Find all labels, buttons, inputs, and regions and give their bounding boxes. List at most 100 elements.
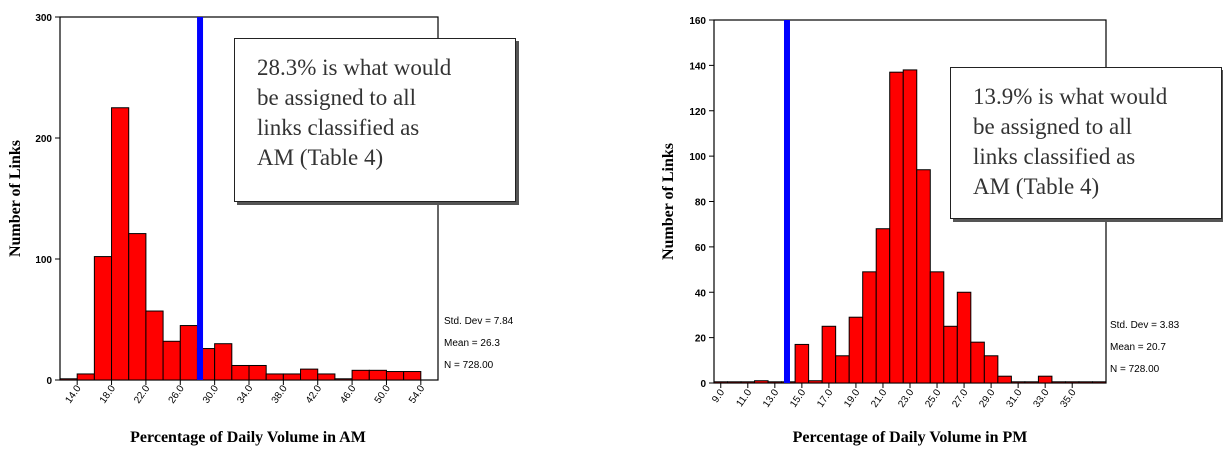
x-tick-label: 18.0 xyxy=(98,383,118,406)
y-tick-label: 160 xyxy=(689,16,706,27)
histogram-bar xyxy=(1037,375,1053,384)
histogram-bar xyxy=(929,271,945,384)
histogram-bar xyxy=(317,373,336,381)
histogram-bar xyxy=(727,381,742,384)
histogram-bar xyxy=(128,233,147,381)
x-tick-label: 54.0 xyxy=(407,383,427,406)
y-tick-label: 40 xyxy=(695,288,707,299)
histogram-bar xyxy=(403,371,422,381)
histogram-bar xyxy=(1064,381,1080,384)
histogram-bar xyxy=(740,381,756,384)
histogram-bar xyxy=(835,355,850,384)
annotation-line: be assigned to all xyxy=(257,85,417,110)
x-tick-label: 23.0 xyxy=(896,387,916,410)
y-tick-label: 300 xyxy=(35,13,52,24)
annotation-box-pm: 13.9% is what would be assigned to all l… xyxy=(950,67,1222,219)
histogram-bar xyxy=(248,364,267,381)
histogram-bar xyxy=(214,343,233,381)
annotation-line: AM (Table 4) xyxy=(973,174,1100,199)
x-tick-label: 22.0 xyxy=(132,383,152,406)
histogram-bar xyxy=(231,364,250,381)
y-tick-label: 80 xyxy=(695,198,707,209)
histogram-bar xyxy=(111,107,130,381)
y-tick-label: 200 xyxy=(35,134,52,145)
histogram-bar xyxy=(902,69,918,384)
histogram-bar xyxy=(1051,381,1066,384)
x-tick-label: 29.0 xyxy=(977,387,997,410)
x-tick-label: 31.0 xyxy=(1004,387,1024,410)
histogram-bar xyxy=(875,228,891,384)
y-tick-label: 100 xyxy=(35,255,52,266)
y-tick-label: 120 xyxy=(689,107,706,118)
y-axis-label: Number of Links xyxy=(660,143,677,260)
histogram-bar xyxy=(179,325,198,381)
stats-line: Mean = 26.3 xyxy=(444,338,500,349)
x-tick-label: 26.0 xyxy=(167,383,187,406)
histogram-bar xyxy=(282,373,302,381)
x-axis-label: Percentage of Daily Volume in PM xyxy=(793,429,1028,446)
y-tick-label: 20 xyxy=(695,334,707,345)
annotation-line: links classified as xyxy=(973,144,1136,169)
stats-line: Mean = 20.7 xyxy=(1110,342,1166,353)
x-tick-label: 9.0 xyxy=(710,387,727,405)
y-axis-label: Number of Links xyxy=(7,140,24,257)
x-tick-label: 14.0 xyxy=(63,383,83,406)
histogram-bar xyxy=(351,369,370,381)
histogram-bar xyxy=(997,375,1012,384)
x-tick-label: 35.0 xyxy=(1058,387,1078,410)
annotation-line: AM (Table 4) xyxy=(257,145,384,170)
x-tick-label: 38.0 xyxy=(270,383,290,406)
histogram-bar xyxy=(368,369,387,381)
x-tick-label: 30.0 xyxy=(201,383,221,406)
y-tick-label: 0 xyxy=(46,376,52,387)
x-tick-label: 13.0 xyxy=(761,387,781,410)
y-tick-label: 140 xyxy=(689,61,706,72)
histogram-bar xyxy=(916,169,931,384)
histogram-bar xyxy=(1091,381,1107,384)
x-tick-label: 25.0 xyxy=(923,387,943,410)
histogram-bar xyxy=(1078,381,1093,384)
histogram-bar xyxy=(300,368,319,381)
x-tick-label: 50.0 xyxy=(373,383,393,406)
annotation-line: 28.3% is what would xyxy=(257,55,452,80)
y-tick-label: 100 xyxy=(689,152,706,163)
histogram-bar xyxy=(162,340,181,381)
x-tick-label: 15.0 xyxy=(788,387,808,410)
histogram-bar xyxy=(334,378,353,381)
histogram-bar xyxy=(1010,381,1026,384)
stats-line: N = 728.00 xyxy=(1110,364,1160,375)
histogram-bar xyxy=(848,316,864,384)
histogram-bar xyxy=(862,271,877,384)
histogram-bar xyxy=(767,381,783,384)
histogram-bar xyxy=(59,378,78,381)
annotation-box-am: 28.3% is what would be assigned to all l… xyxy=(234,38,516,202)
x-tick-label: 27.0 xyxy=(950,387,970,410)
histogram-bar xyxy=(754,380,769,384)
y-tick-label: 0 xyxy=(700,379,706,390)
histogram-bar xyxy=(983,355,999,384)
histogram-bar xyxy=(808,380,823,384)
histogram-bar xyxy=(970,341,985,384)
x-tick-label: 42.0 xyxy=(304,383,324,406)
x-tick-label: 17.0 xyxy=(815,387,835,410)
annotation-line: be assigned to all xyxy=(973,114,1133,139)
x-axis-label: Percentage of Daily Volume in AM xyxy=(130,429,366,446)
histogram-bar xyxy=(943,325,958,384)
histogram-bar xyxy=(385,371,405,381)
histogram-bar xyxy=(821,325,837,384)
histogram-bar xyxy=(93,256,113,381)
stats-line: Std. Dev = 7.84 xyxy=(444,316,514,327)
x-tick-label: 11.0 xyxy=(734,387,754,409)
x-tick-label: 33.0 xyxy=(1031,387,1051,410)
x-tick-label: 34.0 xyxy=(235,383,255,406)
histogram-bar xyxy=(265,373,284,381)
annotation-line: 13.9% is what would xyxy=(973,84,1168,109)
y-tick-label: 60 xyxy=(695,243,707,254)
x-tick-label: 19.0 xyxy=(842,387,862,410)
histogram-bar xyxy=(794,343,810,384)
histogram-bar xyxy=(1024,381,1039,384)
x-tick-label: 46.0 xyxy=(338,383,358,406)
annotation-line: links classified as xyxy=(257,115,420,140)
x-tick-label: 21.0 xyxy=(869,387,889,410)
histogram-bar xyxy=(889,71,904,384)
